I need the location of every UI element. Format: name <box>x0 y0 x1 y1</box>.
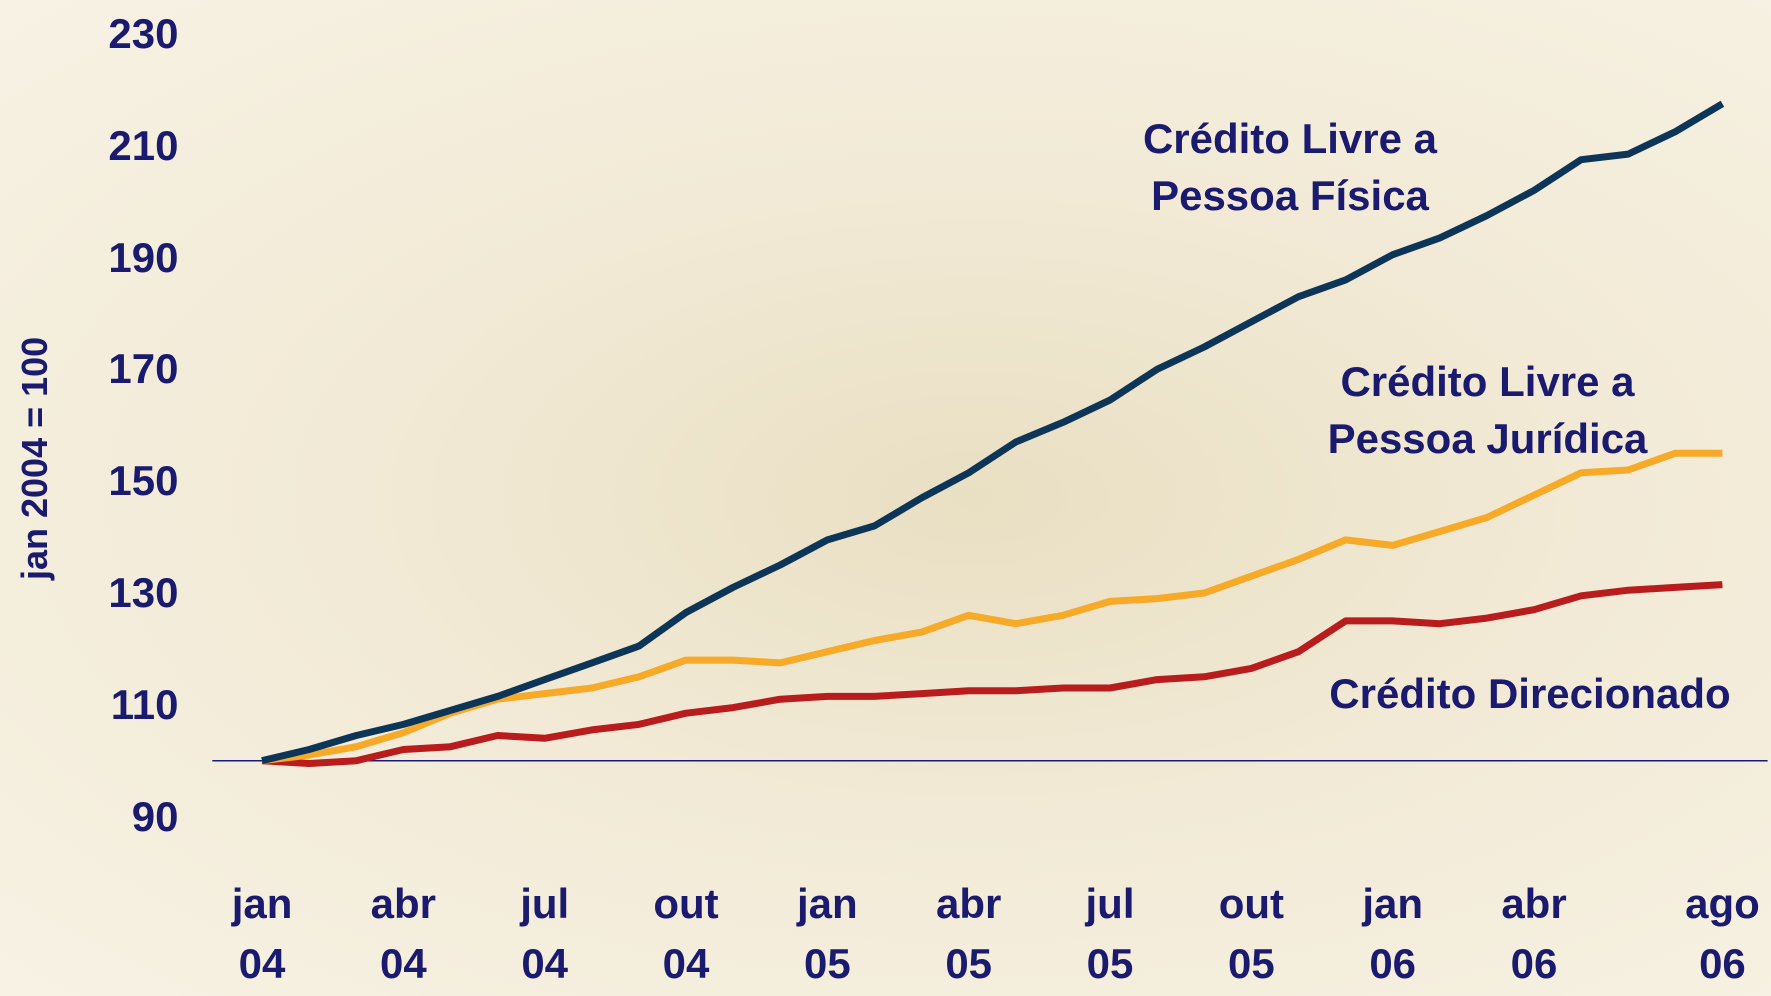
y-tick-label: 150 <box>108 457 179 505</box>
series-label: Crédito Livre a Pessoa Jurídica <box>1327 358 1648 462</box>
y-tick-label: 170 <box>108 345 179 393</box>
series-label: Crédito Direcionado <box>1329 670 1731 717</box>
x-tick-label: abr 06 <box>1501 880 1567 987</box>
y-tick-label: 210 <box>108 121 179 169</box>
x-tick-label: out 04 <box>653 880 719 987</box>
x-tick-label: out 05 <box>1218 880 1284 987</box>
y-tick-label: 90 <box>131 792 179 840</box>
x-tick-label: jul 04 <box>520 880 570 987</box>
y-tick-label: 230 <box>108 9 179 57</box>
series-line <box>261 100 1725 765</box>
x-tick-label: jan 04 <box>231 880 293 987</box>
x-tick-label: jul 05 <box>1085 880 1135 987</box>
x-tick-label: ago 06 <box>1685 880 1760 987</box>
y-tick-label: 130 <box>108 568 179 616</box>
y-tick-label: 190 <box>108 233 179 281</box>
x-tick-label: abr 04 <box>370 880 437 987</box>
series-line <box>261 449 1723 765</box>
series-line <box>261 581 1723 767</box>
x-tick-label: jan 05 <box>797 880 858 987</box>
x-tick-label: jan 06 <box>1362 880 1424 987</box>
y-axis-label: jan 2004 = 100 <box>14 336 55 580</box>
y-tick-label: 110 <box>110 680 179 728</box>
series-label: Crédito Livre a Pessoa Física <box>1142 115 1438 219</box>
x-tick-label: abr 05 <box>935 880 1002 987</box>
